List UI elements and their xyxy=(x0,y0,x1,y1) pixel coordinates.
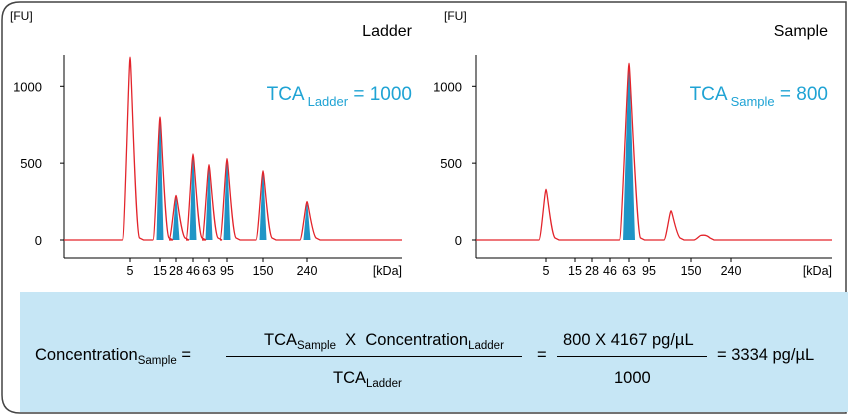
x-tick-label: 46 xyxy=(186,264,200,278)
x-tick-label: 46 xyxy=(603,264,617,278)
y-tick-label: 0 xyxy=(455,233,462,248)
den1-sub: Ladder xyxy=(366,378,402,390)
num1-conc: Concentration xyxy=(365,331,469,349)
x-tick-label: 5 xyxy=(127,264,134,278)
y-axis-label: [FU] xyxy=(444,9,467,23)
x-axis-label: [kDa] xyxy=(373,264,402,278)
shaded-peak-area xyxy=(303,203,311,240)
formula-equals-2: = xyxy=(537,346,547,364)
sample-chart: 0 500 1000 5 15 28 46 63 95 150 240 [FU] [kDa] Sample… xyxy=(433,9,832,278)
shaded-peak-area xyxy=(259,172,267,240)
x-tick-label: 95 xyxy=(220,264,234,278)
tca-annotation: TCA Ladder = 1000 xyxy=(267,84,412,109)
chart-title: Ladder xyxy=(362,23,412,40)
x-tick-label: 15 xyxy=(568,264,582,278)
x-tick-label: 28 xyxy=(585,264,599,278)
chart-title: Sample xyxy=(774,23,828,40)
x-tick-label: 240 xyxy=(297,264,318,278)
y-tick-label: 500 xyxy=(20,156,42,171)
x-tick-label: 150 xyxy=(253,264,274,278)
shaded-peak-area xyxy=(172,197,180,240)
x-tick-label: 28 xyxy=(169,264,183,278)
formula-box xyxy=(20,292,848,412)
y-tick-label: 0 xyxy=(35,233,42,248)
lhs-main: Concentration xyxy=(35,346,138,364)
data-trace xyxy=(476,62,832,241)
shaded-peak-area xyxy=(189,155,197,240)
formula-lhs: ConcentrationSample = xyxy=(35,346,191,367)
num1-tca-sub: Sample xyxy=(297,340,336,352)
den1-tca: TCA xyxy=(333,369,366,387)
fraction2-bar xyxy=(557,356,707,357)
shaded-peak-area xyxy=(205,166,213,240)
x-tick-label: 240 xyxy=(721,264,742,278)
x-tick-label: 15 xyxy=(153,264,167,278)
shaded-peak-area xyxy=(156,119,164,240)
num1-x: X xyxy=(345,331,357,349)
x-axis-label: [kDa] xyxy=(803,264,832,278)
x-tick-label: 5 xyxy=(543,264,550,278)
shaded-peak-area xyxy=(623,65,635,241)
x-tick-label: 150 xyxy=(681,264,702,278)
fraction1-bar xyxy=(226,356,522,357)
data-trace xyxy=(64,56,402,241)
y-axis-label: [FU] xyxy=(10,9,33,23)
shaded-peak-area xyxy=(223,160,231,240)
formula-result: = 3334 pg/µL xyxy=(717,346,815,364)
tca-annotation: TCA Sample = 800 xyxy=(690,84,828,109)
num1-tca: TCA xyxy=(264,331,297,349)
num1-conc-sub: Ladder xyxy=(468,340,504,352)
x-tick-label: 95 xyxy=(642,264,656,278)
x-tick-label: 63 xyxy=(202,264,216,278)
fraction2-denominator: 1000 xyxy=(614,369,651,387)
fraction1-numerator: TCASample X ConcentrationLadder xyxy=(264,331,504,352)
fraction1-denominator: TCALadder xyxy=(333,369,402,390)
fraction2-numerator: 800 X 4167 pg/µL xyxy=(563,331,694,349)
lhs-sub: Sample xyxy=(137,355,177,367)
ladder-chart: 0 500 1000 5 15 28 46 63 95 150 240 [FU] [kDa] Ladder… xyxy=(10,9,413,278)
lhs-equals: = xyxy=(181,346,191,364)
y-tick-label: 500 xyxy=(440,156,462,171)
y-tick-label: 1000 xyxy=(13,79,42,94)
x-tick-label: 63 xyxy=(622,264,636,278)
y-tick-label: 1000 xyxy=(433,79,462,94)
